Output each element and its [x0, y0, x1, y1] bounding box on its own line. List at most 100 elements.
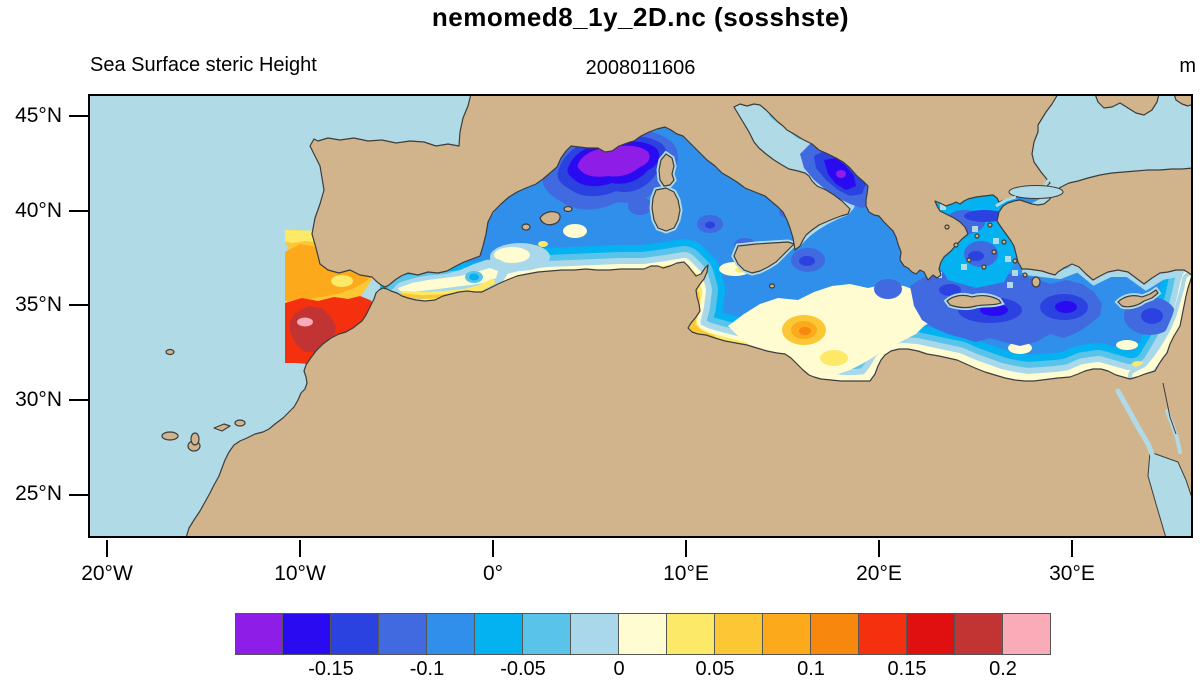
egypt-cream-spot-1 [1008, 342, 1032, 354]
nodata-seas [995, 176, 1194, 539]
colorbar-cell [955, 613, 1003, 655]
x-tick-label: 10°E [663, 562, 709, 585]
colorbar-label: 0.05 [695, 658, 735, 680]
colorbar-cell [427, 613, 475, 655]
plot-frame [88, 94, 1193, 538]
island-corsica [658, 153, 675, 187]
timestamp: 2008011606 [585, 57, 696, 79]
land-africa-middle-east [185, 167, 1194, 539]
y-tick [69, 210, 88, 212]
page-title: nemomed8_1y_2D.nc (sosshste) [431, 2, 850, 32]
ionian-blob-2 [874, 279, 902, 299]
colorbar-cell [235, 613, 283, 655]
x-tick-label: 10°W [274, 562, 326, 585]
colorbar-cell [523, 613, 571, 655]
adriatic-purple-dot [836, 170, 846, 178]
y-tick-label: 25°N [15, 482, 62, 505]
colorbar-cell [907, 613, 955, 655]
country-border-egypt-israel [1162, 382, 1177, 435]
gulf-of-lion-tail [628, 197, 652, 215]
levantine-core [1055, 301, 1077, 313]
sea-of-marmara [1008, 185, 1064, 199]
x-tick [878, 540, 880, 557]
units-label: m [1179, 55, 1196, 77]
y-tick-label: 35°N [15, 293, 62, 316]
x-tick [685, 540, 687, 557]
gulf-of-lion-purple-core [577, 145, 650, 177]
y-tick-label: 40°N [15, 199, 62, 222]
colorbar-cell [667, 613, 715, 655]
variable-long-name: Sea Surface steric Height [90, 54, 317, 76]
colorbar-label: -0.15 [308, 658, 354, 680]
sirte-yellow-spot [820, 350, 848, 366]
sirte-deep-orange-core [799, 327, 811, 335]
y-tick [69, 115, 88, 117]
colorbar-labels: -0.15 -0.1 -0.05 0 0.05 0.1 0.15 0.2 [235, 658, 1051, 682]
aegean-deep-spot [968, 251, 984, 261]
aegean-deep-band [964, 210, 1006, 222]
balearic-yellow-dot [538, 241, 548, 247]
alboran-blue-core [469, 273, 479, 281]
colorbar-label: 0.2 [989, 658, 1017, 680]
dardanelles-strait [995, 195, 1017, 208]
atlantic-buffer-brick-core [290, 306, 336, 352]
island-cyprus [1117, 289, 1159, 308]
x-tick [492, 540, 494, 557]
colorbar-cell [379, 613, 427, 655]
colorbar-label: -0.1 [409, 658, 445, 680]
y-tick [69, 304, 88, 306]
land-crimea [1094, 93, 1160, 116]
x-tick [299, 540, 301, 557]
colorbar-cell [619, 613, 667, 655]
colorbar [235, 613, 1051, 655]
egypt-cream-spot-2 [1116, 340, 1138, 350]
land-europe [309, 93, 1059, 288]
x-tick-label: 20°W [81, 562, 133, 585]
aegean-islands [944, 222, 1028, 278]
colorbar-cell [811, 613, 859, 655]
y-tick [69, 399, 88, 401]
island-menorca [563, 205, 573, 213]
x-tick [1071, 540, 1073, 557]
ionian-core [799, 256, 815, 266]
bosphorus-strait [1043, 176, 1053, 186]
island-mallorca [539, 211, 561, 226]
island-sicily [733, 241, 795, 274]
balearic-cream-spot [563, 224, 587, 238]
colorbar-cell [763, 613, 811, 655]
island-sardinia [651, 187, 681, 232]
island-crete [946, 294, 1002, 309]
colorbar-cell [331, 613, 379, 655]
colorbar-cell [715, 613, 763, 655]
x-tick-label: 30°E [1049, 562, 1095, 585]
colorbar-label: 0 [613, 658, 625, 680]
x-tick [106, 540, 108, 557]
atlantic-buffer-pink-spot [297, 317, 313, 327]
island-malta [768, 283, 776, 289]
colorbar-cell [1003, 613, 1051, 655]
canary-islands [161, 419, 246, 452]
gulf-of-suez [1115, 388, 1155, 457]
east-levantine-core [1141, 308, 1163, 324]
y-tick-label: 30°N [15, 388, 62, 411]
y-tick [69, 494, 88, 496]
y-tick-label: 45°N [15, 104, 62, 127]
island-ibiza [521, 223, 531, 231]
tyrrhenian-core [705, 221, 715, 229]
land-masses [161, 93, 1194, 539]
colorbar-cell [283, 613, 331, 655]
map-plot-area [88, 93, 1201, 539]
colorbar-cell [859, 613, 907, 655]
colorbar-cell [475, 613, 523, 655]
atlantic-buffer-yellow-spot [331, 275, 353, 287]
colorbar-label: -0.05 [500, 658, 546, 680]
colorbar-cell [571, 613, 619, 655]
island-madeira [165, 348, 175, 356]
x-tick-label: 0° [482, 562, 504, 585]
colorbar-label: 0.15 [887, 658, 927, 680]
x-tick-label: 20°E [856, 562, 902, 585]
west-crete-ring [939, 284, 961, 296]
colorbar-label: 0.1 [797, 658, 825, 680]
mediterranean-map [88, 93, 1201, 539]
